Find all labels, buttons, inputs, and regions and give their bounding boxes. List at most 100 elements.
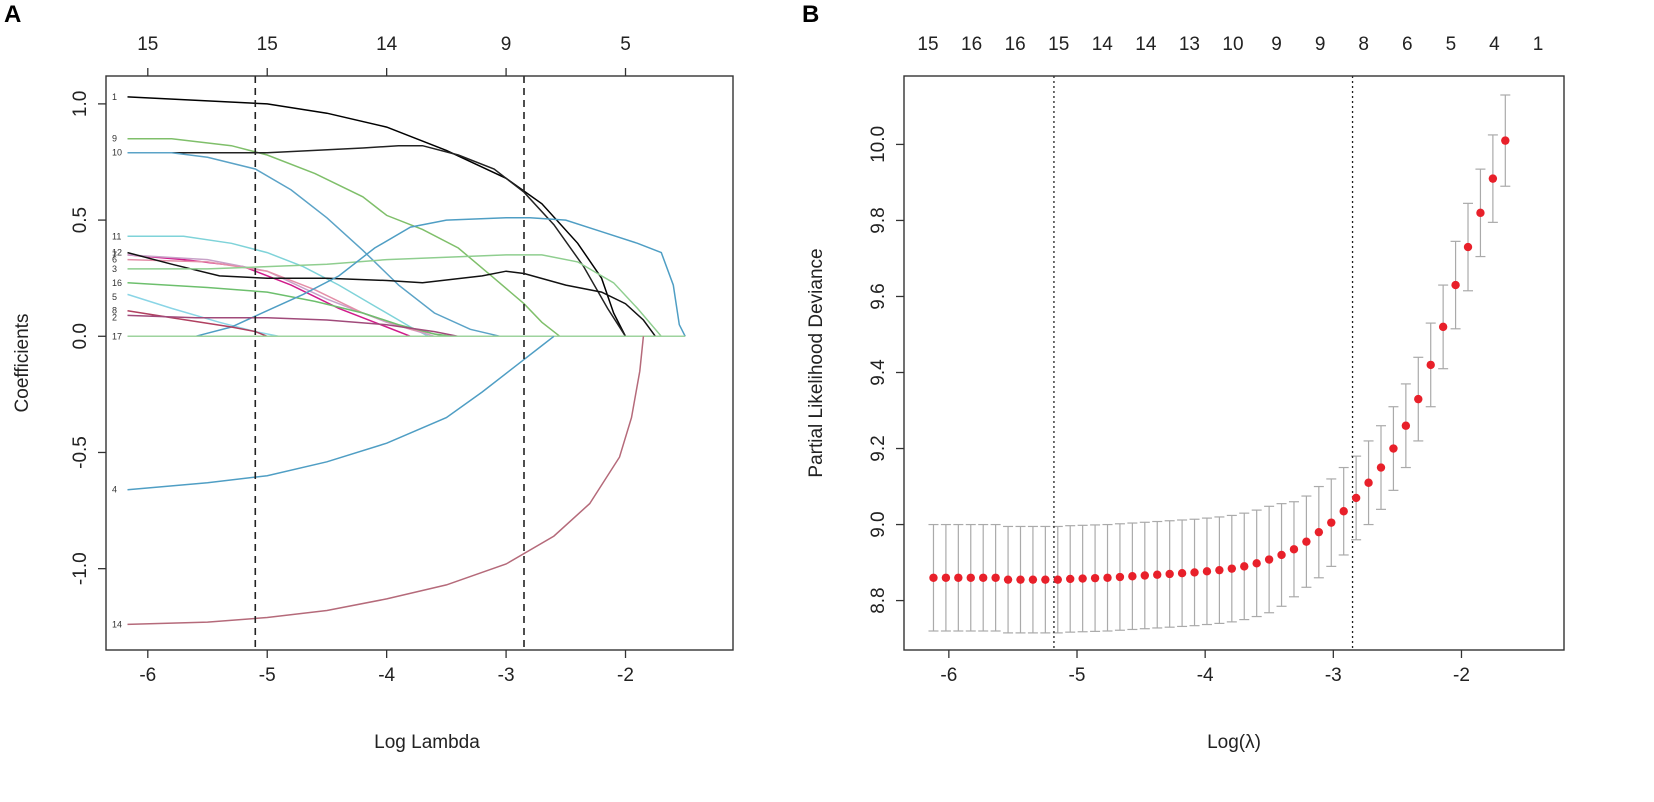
- x-tick-label-b: -2: [1453, 665, 1470, 686]
- deviance-point: [1153, 570, 1162, 579]
- deviance-point: [1053, 575, 1062, 584]
- line-label-14: 14: [112, 619, 122, 629]
- line-label-1: 1: [112, 92, 117, 102]
- y-axis-title-b: Partial Likelihood Deviance: [806, 248, 827, 477]
- deviance-point: [1128, 572, 1137, 581]
- coef-line-3: [127, 254, 662, 337]
- deviance-point: [1028, 575, 1038, 584]
- x-tick-label-b: -4: [1197, 665, 1214, 686]
- coef-line-8: [127, 251, 657, 337]
- deviance-point: [1003, 575, 1013, 584]
- coef-line-14: [127, 336, 645, 626]
- y-tick-label: -0.5: [70, 436, 91, 469]
- top-tick-label-b: 9: [1315, 34, 1326, 55]
- top-tick-label-b: 10: [1222, 34, 1243, 55]
- top-tick-label-b: 15: [917, 34, 938, 55]
- deviance-point: [941, 573, 951, 582]
- coef-line-6: [127, 258, 447, 338]
- top-tick-label-b: 1: [1533, 34, 1544, 55]
- deviance-point: [1438, 322, 1448, 332]
- y-tick-label-b: 9.2: [868, 435, 889, 461]
- lambda-vlines-b: [1053, 76, 1354, 650]
- panel-letter-b: B: [802, 1, 819, 28]
- deviance-point: [1165, 569, 1174, 579]
- x-tick-label: -2: [617, 665, 634, 686]
- deviance-point: [929, 573, 938, 582]
- line-label-10: 10: [112, 148, 122, 158]
- y-tick-label: 0.5: [70, 207, 91, 233]
- x-tick-label: -4: [378, 665, 395, 686]
- coefficient-path-chart: A -6 -5 -4 -3 -2 15 15 14 9 5 1.0 0.5 0.0 -0.5 -1.0 1 9…: [4, 1, 734, 753]
- top-tick-label: 9: [501, 34, 512, 55]
- line-label-8: 8: [112, 306, 117, 316]
- deviance-point: [1240, 562, 1249, 571]
- coef-line-10: [127, 144, 627, 337]
- deviance-point: [1103, 573, 1112, 582]
- panel-letter-a: A: [4, 1, 21, 28]
- deviance-point: [1463, 242, 1473, 252]
- coefficient-lines: [127, 96, 686, 626]
- coef-line-7: [127, 254, 411, 337]
- top-tick-label-b: 8: [1358, 34, 1369, 55]
- x-tick-label-b: -3: [1325, 665, 1342, 686]
- axes-b: -6 -5 -4 -3 -28.89.09.29.49.69.810.015 16 16 15…: [868, 34, 1543, 686]
- top-tick-label-b: 16: [1005, 34, 1026, 55]
- y-tick-label-b: 9.4: [868, 359, 889, 386]
- y-tick-label-b: 9.6: [868, 283, 889, 309]
- deviance-point: [1451, 280, 1460, 290]
- cv-deviance-chart: B -6 -5 -4 -3 -28.89.09.29.49.69.810.015 16 16…: [802, 1, 1565, 753]
- deviance-point: [1177, 569, 1187, 578]
- deviance-point: [1140, 571, 1150, 580]
- error-bars: [928, 94, 1511, 634]
- coef-line-1: [127, 96, 627, 337]
- x-tick-label: -6: [139, 665, 156, 686]
- line-label-9: 9: [112, 134, 117, 144]
- y-tick-label-b: 9.0: [868, 511, 889, 537]
- line-label-5: 5: [112, 292, 117, 302]
- coef-line-9: [127, 137, 561, 337]
- coef-line-13: [127, 151, 501, 338]
- plot-frame-a: [105, 75, 734, 651]
- y-tick-label: -1.0: [70, 552, 91, 585]
- deviance-point: [1066, 574, 1075, 584]
- deviance-point: [1277, 550, 1286, 560]
- deviance-point: [1364, 478, 1373, 487]
- deviance-point: [1426, 360, 1435, 370]
- line-label-4: 4: [112, 485, 117, 495]
- top-tick-label: 14: [376, 34, 398, 55]
- top-tick-label: 15: [137, 34, 158, 55]
- line-label-7: 7: [112, 250, 117, 260]
- x-axis-title-b: Log(λ): [1207, 732, 1261, 753]
- top-tick-label-b: 13: [1179, 34, 1200, 55]
- top-tick-label-b: 14: [1092, 34, 1114, 55]
- coef-line-4b: [127, 217, 686, 338]
- y-tick-label-b: 9.8: [868, 207, 889, 233]
- coef-line-5: [127, 293, 280, 338]
- deviance-point: [1501, 136, 1510, 145]
- y-axis-title-a: Coefficients: [12, 314, 33, 413]
- deviance-point: [1078, 574, 1087, 583]
- coef-line-2: [127, 314, 459, 338]
- deviance-point: [1476, 208, 1485, 218]
- deviance-point: [1376, 463, 1386, 472]
- x-tick-label: -5: [259, 665, 276, 686]
- deviance-point: [1264, 555, 1274, 564]
- x-tick-label-b: -5: [1069, 665, 1086, 686]
- line-label-11: 11: [112, 231, 121, 241]
- line-label-2: 2: [112, 313, 117, 323]
- x-axis-title-a: Log Lambda: [374, 732, 480, 753]
- deviance-point: [1090, 573, 1100, 583]
- deviance-point: [1115, 572, 1125, 582]
- deviance-point: [1041, 575, 1050, 584]
- deviance-point: [1289, 545, 1299, 554]
- y-tick-label: 1.0: [70, 91, 91, 117]
- deviance-point: [1339, 507, 1348, 516]
- deviance-points: [929, 136, 1510, 584]
- x-tick-label: -3: [498, 665, 515, 686]
- top-tick-label: 15: [257, 34, 278, 55]
- line-label-16: 16: [112, 278, 122, 288]
- deviance-point: [1302, 537, 1311, 546]
- top-tick-label-b: 6: [1402, 34, 1413, 55]
- deviance-point: [1252, 559, 1261, 568]
